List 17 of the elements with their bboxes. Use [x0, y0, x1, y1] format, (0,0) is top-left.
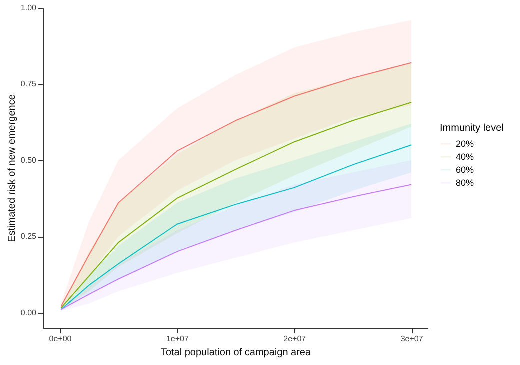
x-tick-label: 2e+07 [284, 334, 307, 344]
legend-title: Immunity level [440, 123, 504, 134]
y-tick-label: 0.75 [20, 80, 38, 89]
legend-label: 80% [456, 178, 474, 188]
legend-label: 60% [456, 165, 474, 175]
x-tick-label: 0e+00 [49, 334, 72, 344]
x-tick-label: 3e+07 [400, 334, 424, 344]
y-tick-label: 1.00 [20, 4, 38, 12]
y-tick-label: 0.50 [20, 156, 38, 165]
y-tick-label: 0.00 [20, 308, 38, 318]
x-tick-label: 1e+07 [166, 334, 190, 344]
line-series [60, 184, 412, 310]
legend-label: 40% [456, 152, 474, 162]
legend-label: 20% [456, 139, 474, 149]
x-axis-title: Total population of campaign area [160, 348, 312, 358]
y-tick-label: 0.25 [20, 232, 38, 242]
y-axis-title: Estimated risk of new emergence [6, 94, 18, 242]
